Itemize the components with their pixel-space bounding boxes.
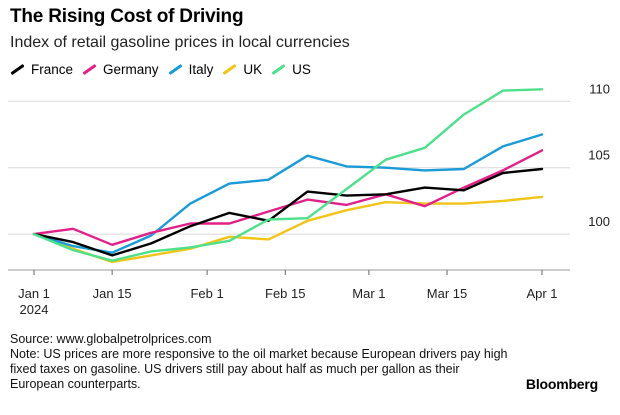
- x-tick-label: Jan 1: [18, 286, 50, 301]
- x-tick-label: Apr 1: [526, 286, 557, 301]
- legend-item-us: US: [271, 62, 311, 77]
- bloomberg-logo: Bloomberg: [525, 376, 598, 392]
- y-tick-label: 110: [589, 81, 610, 96]
- legend-item-uk: UK: [222, 62, 262, 77]
- y-tick-label: 100: [588, 214, 610, 229]
- series-line-france: [32, 167, 544, 257]
- legend-item-italy: Italy: [168, 62, 214, 77]
- footnotes: Source: www.globalpetrolprices.com Note:…: [10, 332, 510, 392]
- x-tick-label: Feb 15: [265, 286, 305, 301]
- x-tick-label: Mar 15: [427, 286, 467, 301]
- legend-item-france: France: [10, 62, 73, 77]
- legend-item-germany: Germany: [82, 62, 159, 77]
- source-note: Source: www.globalpetrolprices.com: [10, 332, 212, 346]
- legend: France Germany Italy UK US: [10, 62, 320, 77]
- x-tick-year-label: 2024: [20, 302, 49, 317]
- series-line-uk: [32, 195, 544, 264]
- legend-label: Germany: [103, 62, 159, 77]
- chart-subtitle: Index of retail gasoline prices in local…: [10, 34, 350, 51]
- x-tick-label: Jan 15: [93, 286, 132, 301]
- legend-label: France: [31, 62, 74, 77]
- legend-label: UK: [243, 62, 263, 77]
- legend-label: Italy: [188, 62, 214, 77]
- explanatory-note: Note: US prices are more responsive to t…: [10, 347, 508, 391]
- series-line-italy: [32, 133, 544, 254]
- chart-title: The Rising Cost of Driving: [10, 6, 244, 27]
- series-line-us: [32, 88, 544, 262]
- x-tick-label: Feb 1: [190, 286, 223, 301]
- legend-label: US: [292, 62, 311, 77]
- x-tick-label: Mar 1: [352, 286, 385, 301]
- y-tick-label: 105: [588, 148, 610, 163]
